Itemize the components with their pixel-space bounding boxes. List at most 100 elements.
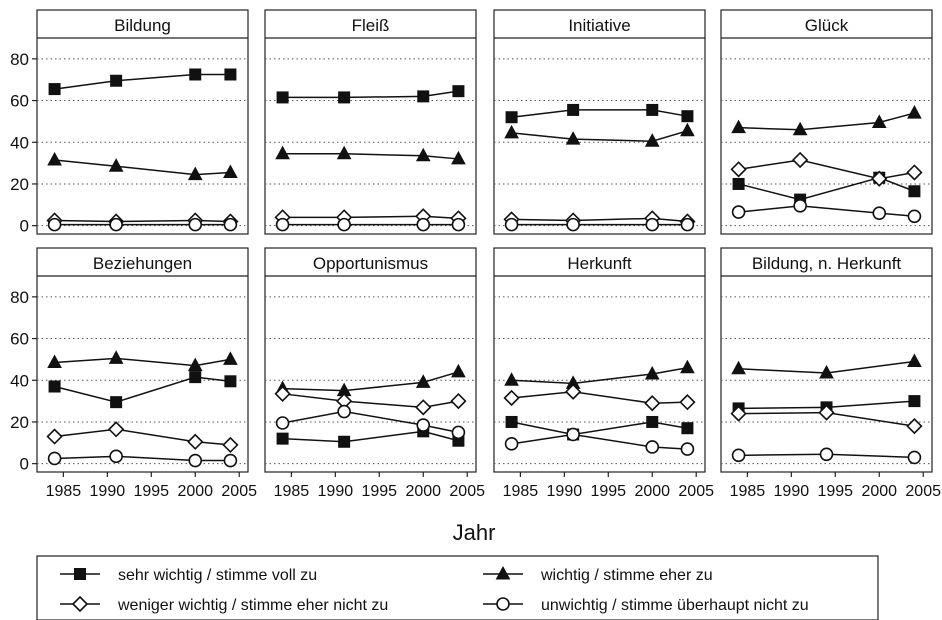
panel-frame	[720, 9, 933, 235]
data-point	[680, 122, 695, 137]
series-1	[276, 85, 465, 104]
panel-frame	[36, 9, 249, 235]
series-4	[275, 404, 466, 440]
series-line	[511, 433, 688, 450]
data-point	[416, 217, 431, 232]
panel-6: Opportunismus 1985 1990 1995 2000 2005	[264, 247, 485, 500]
y-tick-label: 60	[10, 330, 29, 349]
data-point	[188, 217, 203, 232]
data-point	[415, 399, 432, 416]
legend: sehr wichtig / stimme voll zu wichtig / s…	[36, 555, 879, 620]
data-point	[871, 114, 887, 128]
data-point	[564, 383, 582, 400]
y-tick-label: 80	[10, 288, 29, 307]
series-line	[738, 112, 915, 131]
series-4	[47, 217, 238, 232]
data-point	[503, 389, 520, 407]
data-point	[504, 217, 519, 232]
data-point	[223, 217, 238, 232]
data-point	[565, 131, 581, 145]
panel-title: Beziehungen	[93, 254, 192, 273]
series-line	[511, 367, 688, 385]
data-point	[504, 437, 519, 451]
data-point	[187, 357, 203, 372]
x-tick-label: 2005	[678, 483, 714, 500]
series-1	[48, 371, 237, 409]
data-point	[108, 158, 124, 172]
series-3	[730, 404, 923, 435]
panel-2: Fleiß	[264, 9, 477, 235]
data-point	[907, 353, 922, 367]
data-point	[187, 166, 203, 181]
data-point	[872, 206, 887, 220]
data-point	[819, 364, 834, 379]
data-point	[224, 375, 237, 388]
data-point	[566, 427, 580, 442]
data-point	[336, 145, 352, 160]
series-2	[47, 151, 238, 181]
panel-title: Opportunismus	[313, 254, 428, 273]
data-point	[566, 217, 580, 232]
data-point	[818, 404, 835, 421]
data-point	[644, 395, 661, 412]
panel-frame	[720, 247, 933, 473]
panel-title: Initiative	[568, 16, 630, 35]
data-point	[645, 217, 660, 232]
x-tick-label: 1990	[774, 483, 810, 500]
x-tick-label: 2000	[405, 483, 441, 500]
data-point	[275, 145, 290, 160]
data-point	[338, 91, 351, 104]
data-point	[47, 217, 62, 232]
panel-title: Fleiß	[352, 16, 390, 35]
series-1	[505, 103, 694, 124]
series-line	[738, 159, 915, 180]
data-point	[505, 415, 518, 428]
data-point	[907, 105, 922, 119]
series-3	[274, 385, 467, 416]
data-point	[276, 91, 289, 104]
x-tick-label: 1990	[90, 483, 126, 500]
series-line	[511, 217, 688, 223]
series-line	[54, 455, 231, 462]
series-line	[738, 205, 915, 218]
data-point	[680, 359, 695, 374]
panel-title: Bildung	[114, 16, 171, 35]
series-2	[504, 122, 695, 147]
data-point	[452, 85, 465, 98]
x-tick-label: 1995	[133, 483, 169, 500]
data-point	[223, 164, 238, 178]
data-point	[275, 217, 290, 232]
panel-frame	[264, 247, 477, 473]
x-tick-label: 1995	[361, 483, 397, 500]
data-point	[819, 447, 834, 462]
data-point	[451, 363, 466, 378]
y-tick-label: 40	[10, 371, 29, 390]
series-2	[731, 353, 922, 379]
x-tick-label: 1985	[730, 483, 766, 500]
data-point	[222, 436, 239, 454]
data-point	[337, 404, 351, 419]
data-point	[189, 68, 202, 81]
data-point	[224, 68, 237, 81]
data-point	[505, 111, 518, 124]
y-tick-label: 20	[10, 413, 29, 432]
data-point	[792, 121, 808, 136]
series-line	[54, 357, 231, 367]
series-line	[282, 393, 459, 409]
data-point	[907, 209, 922, 224]
data-point	[187, 433, 204, 450]
data-point	[110, 396, 123, 409]
data-point	[504, 124, 519, 139]
y-tick-label: 60	[10, 92, 29, 111]
panel-title: Bildung, n. Herkunft	[752, 254, 902, 273]
legend-label: weniger wichtig / stimme eher nicht zu	[117, 597, 388, 614]
legend-marker	[495, 565, 511, 580]
data-point	[644, 133, 660, 147]
data-point	[109, 449, 123, 464]
series-4	[731, 199, 922, 224]
data-point	[274, 385, 291, 402]
data-point	[110, 74, 123, 87]
data-point	[223, 351, 238, 365]
y-tick-label: 20	[10, 175, 29, 194]
